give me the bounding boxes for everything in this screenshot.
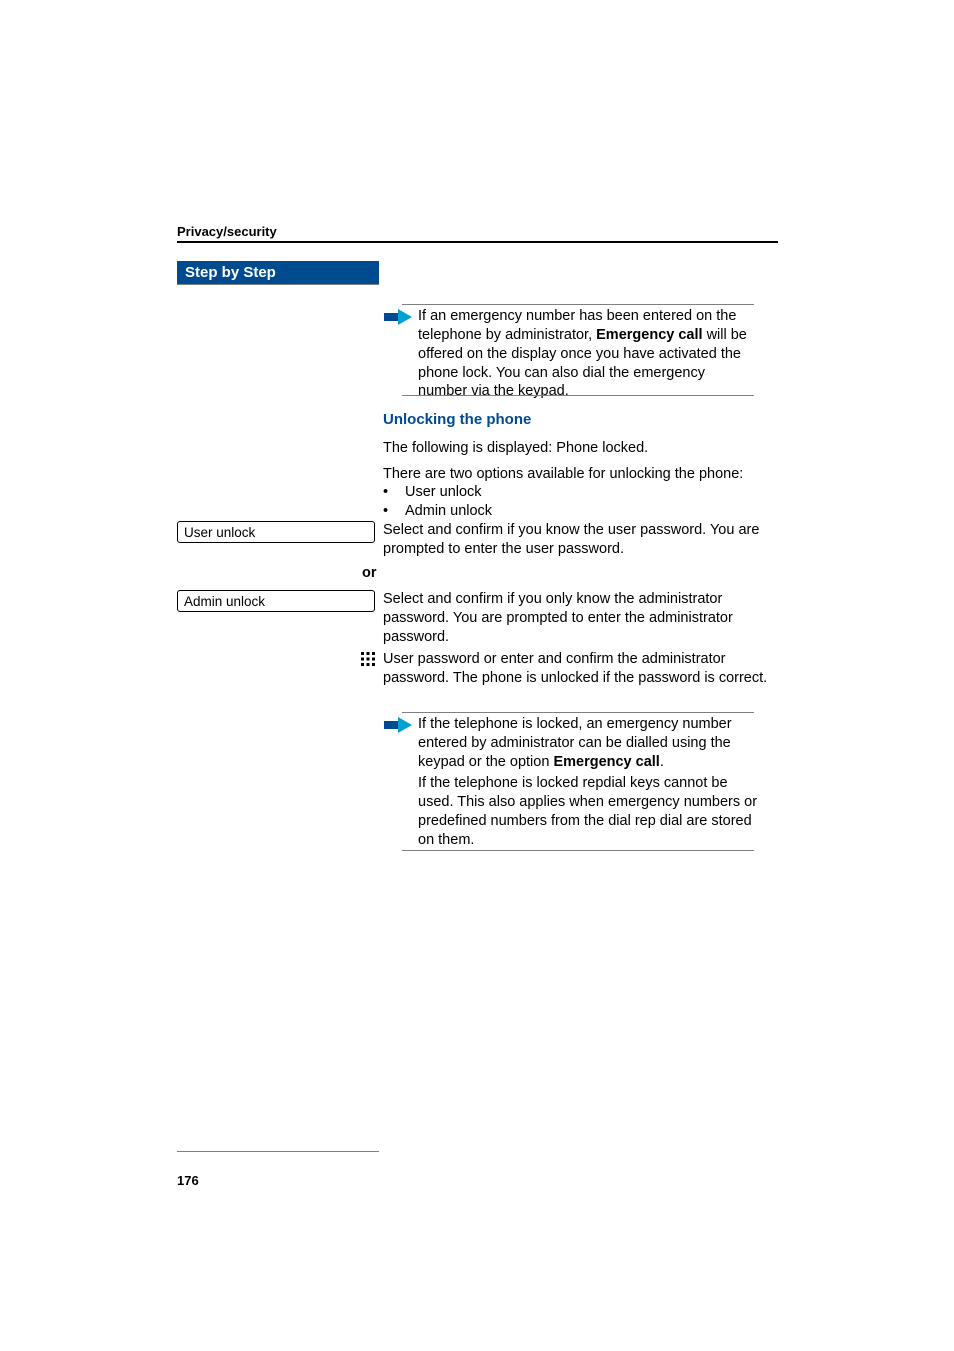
header-section-label: Privacy/security [177,224,277,239]
callout1-text: If an emergency number has been entered … [418,307,756,401]
callout2-p2: If the telephone is locked repdial keys … [418,774,758,849]
or-label: or [362,565,377,581]
step-by-step-banner: Step by Step [177,261,379,284]
sidebar-column [177,284,379,1151]
user-unlock-option[interactable]: User unlock [177,521,375,543]
admin-unlock-desc: Select and confirm if you only know the … [383,590,771,647]
note-arrow-icon [384,717,412,733]
keypad-desc: User password or enter and confirm the a… [383,650,775,688]
bullet-item: •User unlock [383,483,763,502]
note-arrow-icon [384,309,412,325]
bullet-item: •Admin unlock [383,502,763,521]
bullet-list: •User unlock•Admin unlock [383,483,763,521]
callout2-p1: If the telephone is locked, an emergency… [418,715,758,772]
header-rule [177,241,778,243]
keypad-icon [361,652,375,666]
callout1-bottom-rule [402,395,754,396]
two-options-intro: There are two options available for unlo… [383,465,783,484]
user-unlock-desc: Select and confirm if you know the user … [383,521,771,559]
unlocking-heading: Unlocking the phone [383,411,531,428]
callout2-bottom-rule [402,850,754,851]
callout2-top-rule [402,712,754,713]
displayed-text: The following is displayed: Phone locked… [383,439,763,458]
page-number: 176 [177,1173,199,1188]
callout1-top-rule [402,304,754,305]
admin-unlock-option[interactable]: Admin unlock [177,590,375,612]
sidebar-bottom-rule [177,1151,379,1152]
